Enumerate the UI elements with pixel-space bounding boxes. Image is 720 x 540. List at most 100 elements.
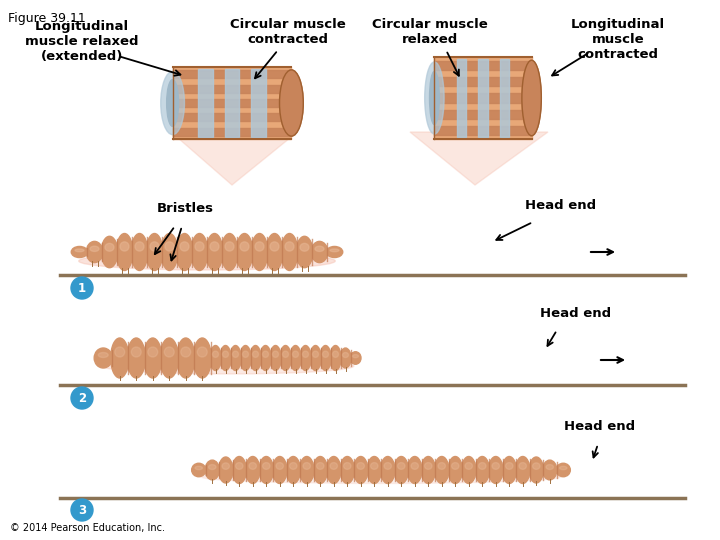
Ellipse shape xyxy=(250,346,261,370)
Ellipse shape xyxy=(343,463,351,469)
Ellipse shape xyxy=(205,460,220,480)
Ellipse shape xyxy=(300,244,309,251)
Ellipse shape xyxy=(116,233,132,271)
Ellipse shape xyxy=(292,351,299,357)
Ellipse shape xyxy=(232,456,246,483)
Ellipse shape xyxy=(235,463,243,469)
Text: Longitudinal
muscle
contracted: Longitudinal muscle contracted xyxy=(571,18,665,61)
Polygon shape xyxy=(198,69,213,137)
Ellipse shape xyxy=(161,71,184,134)
Ellipse shape xyxy=(371,463,378,469)
Ellipse shape xyxy=(230,346,241,370)
Ellipse shape xyxy=(220,346,231,370)
Ellipse shape xyxy=(451,463,459,469)
Text: Longitudinal
muscle relaxed
(extended): Longitudinal muscle relaxed (extended) xyxy=(25,20,139,63)
Ellipse shape xyxy=(111,338,129,378)
Text: 3: 3 xyxy=(78,503,86,516)
Ellipse shape xyxy=(219,457,233,483)
Polygon shape xyxy=(173,99,292,107)
Ellipse shape xyxy=(192,233,208,271)
Ellipse shape xyxy=(300,456,314,483)
Ellipse shape xyxy=(180,242,189,251)
Ellipse shape xyxy=(233,351,238,357)
Ellipse shape xyxy=(236,233,253,271)
Ellipse shape xyxy=(144,338,162,378)
Polygon shape xyxy=(173,128,292,136)
Ellipse shape xyxy=(411,463,418,469)
Ellipse shape xyxy=(317,463,324,469)
Ellipse shape xyxy=(165,242,174,251)
Ellipse shape xyxy=(221,233,238,271)
Ellipse shape xyxy=(296,237,312,268)
Ellipse shape xyxy=(195,242,204,251)
Ellipse shape xyxy=(311,241,328,262)
Ellipse shape xyxy=(394,456,408,483)
Text: 1: 1 xyxy=(78,281,86,294)
Ellipse shape xyxy=(330,249,339,252)
Ellipse shape xyxy=(313,456,328,483)
Polygon shape xyxy=(173,85,292,92)
Ellipse shape xyxy=(533,463,540,469)
Ellipse shape xyxy=(479,463,486,469)
Ellipse shape xyxy=(243,351,248,357)
Ellipse shape xyxy=(425,62,444,134)
Ellipse shape xyxy=(251,233,268,271)
Ellipse shape xyxy=(131,347,141,357)
Ellipse shape xyxy=(300,346,311,370)
Ellipse shape xyxy=(255,242,264,251)
Text: Head end: Head end xyxy=(540,307,611,320)
Ellipse shape xyxy=(448,456,462,483)
Ellipse shape xyxy=(302,351,308,357)
Ellipse shape xyxy=(310,346,321,370)
Ellipse shape xyxy=(543,460,557,480)
Ellipse shape xyxy=(425,463,432,469)
Ellipse shape xyxy=(105,244,114,251)
Ellipse shape xyxy=(197,347,207,357)
Ellipse shape xyxy=(303,463,310,469)
Ellipse shape xyxy=(202,470,561,483)
Ellipse shape xyxy=(279,70,303,136)
Ellipse shape xyxy=(505,463,513,469)
Ellipse shape xyxy=(326,246,343,258)
Ellipse shape xyxy=(516,456,530,483)
Text: Circular muscle
contracted: Circular muscle contracted xyxy=(230,18,346,46)
Ellipse shape xyxy=(161,233,178,271)
Ellipse shape xyxy=(266,233,283,271)
Ellipse shape xyxy=(148,347,158,357)
Text: Bristles: Bristles xyxy=(156,202,214,215)
Ellipse shape xyxy=(210,242,219,251)
Ellipse shape xyxy=(502,456,516,483)
Ellipse shape xyxy=(176,233,193,271)
Ellipse shape xyxy=(320,346,331,370)
Ellipse shape xyxy=(195,466,202,470)
Ellipse shape xyxy=(260,346,271,370)
Ellipse shape xyxy=(330,463,338,469)
Circle shape xyxy=(71,499,93,521)
Ellipse shape xyxy=(135,242,144,251)
Polygon shape xyxy=(178,138,290,185)
Ellipse shape xyxy=(312,351,318,357)
Ellipse shape xyxy=(259,456,274,483)
Ellipse shape xyxy=(282,233,298,271)
Polygon shape xyxy=(434,93,531,103)
Ellipse shape xyxy=(397,463,405,469)
Polygon shape xyxy=(434,126,531,136)
Ellipse shape xyxy=(253,351,258,357)
Ellipse shape xyxy=(519,463,526,469)
Polygon shape xyxy=(434,57,531,139)
Text: 2: 2 xyxy=(78,392,86,404)
Ellipse shape xyxy=(120,242,129,251)
Ellipse shape xyxy=(249,463,256,469)
Polygon shape xyxy=(173,70,292,78)
Polygon shape xyxy=(173,67,292,139)
Ellipse shape xyxy=(330,346,341,370)
Ellipse shape xyxy=(340,348,351,368)
Ellipse shape xyxy=(384,463,392,469)
Ellipse shape xyxy=(276,463,284,469)
Ellipse shape xyxy=(246,456,260,483)
Ellipse shape xyxy=(225,242,234,251)
Ellipse shape xyxy=(438,463,446,469)
Ellipse shape xyxy=(192,463,206,477)
Ellipse shape xyxy=(160,338,179,378)
Polygon shape xyxy=(478,59,488,137)
